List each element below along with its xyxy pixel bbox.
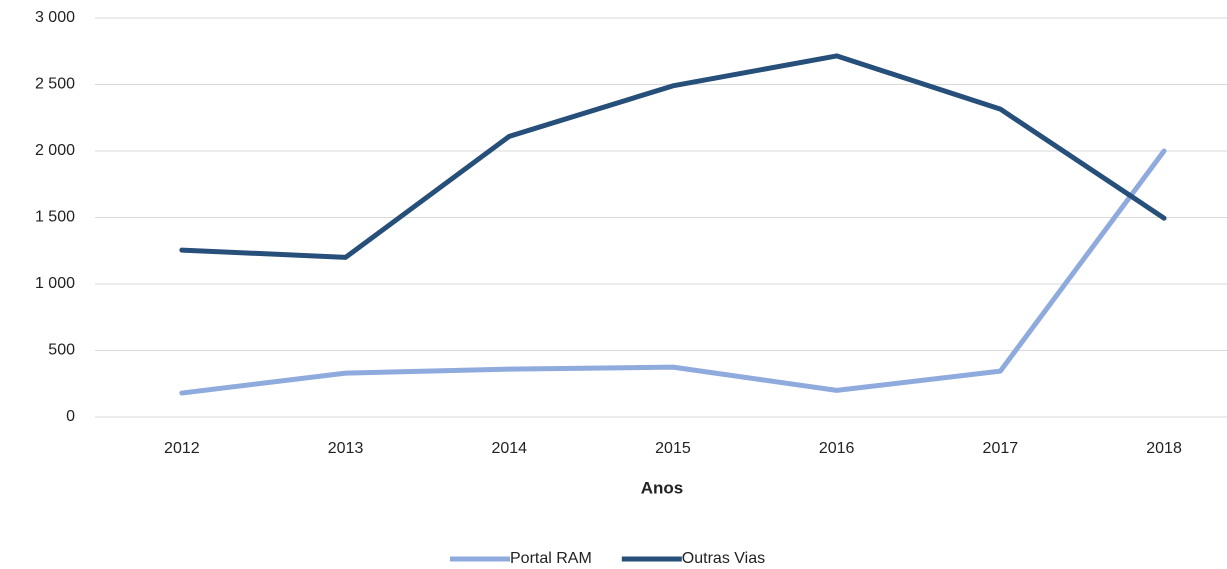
y-tick-label: 3 000 <box>35 9 75 26</box>
y-tick-label: 1 500 <box>35 209 75 226</box>
x-tick-label: 2016 <box>819 440 855 457</box>
x-tick-label: 2018 <box>1146 440 1182 457</box>
x-tick-label: 2017 <box>983 440 1019 457</box>
y-tick-label: 0 <box>66 408 75 425</box>
y-tick-label: 2 500 <box>35 76 75 93</box>
x-tick-label: 2014 <box>491 440 527 457</box>
series-line <box>179 148 1167 396</box>
x-tick-label: 2012 <box>164 440 200 457</box>
y-tick-label: 2 000 <box>35 142 75 159</box>
series-line <box>179 53 1167 260</box>
x-tick-label: 2015 <box>655 440 691 457</box>
legend-label: Outras Vias <box>682 550 765 567</box>
y-tick-label: 1 000 <box>35 275 75 292</box>
x-tick-label: 2013 <box>328 440 364 457</box>
y-tick-label: 500 <box>48 342 75 359</box>
x-axis-title: Anos <box>641 478 684 497</box>
legend-label: Portal RAM <box>510 550 592 567</box>
